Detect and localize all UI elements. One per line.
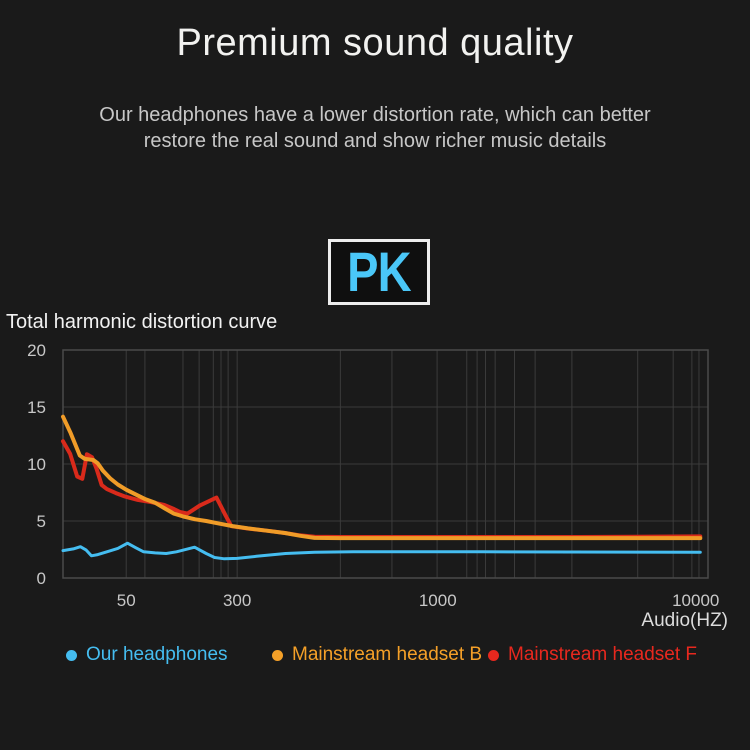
legend-item-our-headphones: Our headphones — [66, 644, 228, 666]
x-tick-label: 1000 — [419, 591, 457, 610]
page-title: Premium sound quality — [176, 22, 574, 64]
legend-dot-blue — [66, 649, 77, 661]
plot-border — [62, 349, 709, 579]
legend-dot-orange — [272, 649, 283, 661]
legend-dot-red — [488, 649, 499, 661]
y-tick-label: 5 — [37, 512, 46, 531]
pk-badge: PK — [328, 239, 430, 305]
y-tick-label: 15 — [27, 398, 46, 417]
x-axis-unit-label: Audio(HZ) — [641, 610, 728, 631]
chart-title: Total harmonic distortion curve — [6, 311, 278, 333]
series-line-mainstream-headset-f — [61, 439, 703, 539]
pk-label: PK — [347, 240, 412, 303]
series-line-mainstream-headset-b — [61, 414, 703, 541]
legend-label-mainstream-headset-b: Mainstream headset B — [292, 644, 483, 665]
y-tick-label: 10 — [27, 455, 46, 474]
legend-item-mainstream-headset-b: Mainstream headset B — [272, 644, 482, 666]
legend-label-mainstream-headset-f: Mainstream headset F — [508, 644, 698, 665]
legend-label-our-headphones: Our headphones — [86, 644, 228, 665]
subtitle-line-2: restore the real sound and show richer m… — [143, 130, 607, 152]
y-tick-label: 0 — [37, 569, 46, 588]
page-subtitle: Our headphones have a lower distortion r… — [0, 102, 750, 154]
x-tick-label: 10000 — [672, 591, 719, 610]
subtitle-line-1: Our headphones have a lower distortion r… — [99, 104, 651, 126]
x-tick-label: 300 — [223, 591, 251, 610]
y-tick-label: 20 — [27, 341, 46, 360]
legend-item-mainstream-headset-f: Mainstream headset F — [488, 644, 697, 666]
x-tick-label: 50 — [117, 591, 136, 610]
series-line-our-headphones — [61, 541, 702, 561]
